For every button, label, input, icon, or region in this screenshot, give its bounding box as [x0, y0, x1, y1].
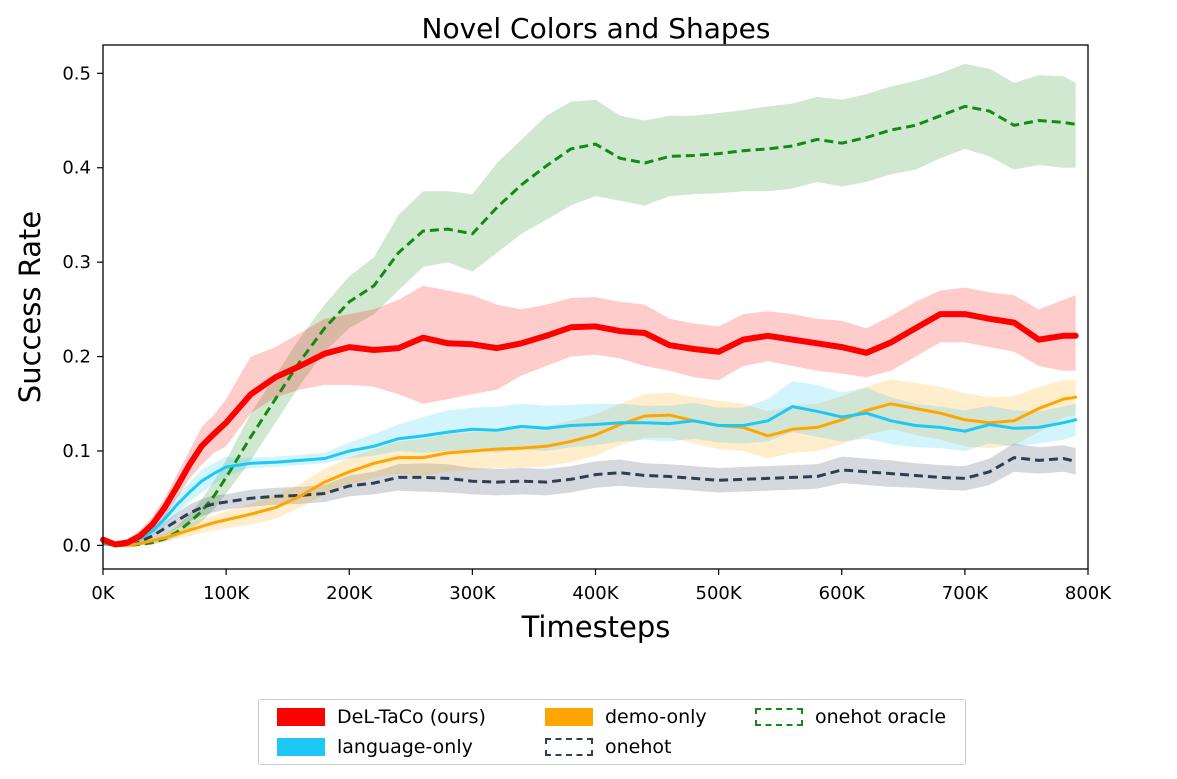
legend-label-onehot-oracle: onehot oracle	[815, 706, 947, 728]
x-tick-label: 700K	[942, 583, 989, 604]
chart-title: Novel Colors and Shapes	[422, 12, 771, 45]
x-tick-label: 300K	[449, 583, 496, 604]
y-tick-label: 0.4	[62, 158, 91, 179]
y-tick-label: 0.5	[62, 63, 91, 84]
series-line-del-taco-ours	[100, 311, 1079, 548]
x-axis-label: Timesteps	[521, 610, 671, 644]
y-tick-label: 0.2	[62, 347, 91, 368]
legend-swatch-language-only	[277, 738, 325, 756]
x-tick-label: 800K	[1065, 583, 1112, 604]
y-axis: 0.0 0.1 0.2 0.3 0.4 0.5	[62, 63, 103, 556]
series-line-onehot-oracle	[102, 104, 1076, 547]
legend-label-del-taco: DeL-TaCo (ours)	[337, 706, 486, 728]
series-lines	[100, 104, 1079, 548]
x-tick-label: 500K	[696, 583, 743, 604]
legend: DeL-TaCo (ours) language-only demo-only …	[258, 699, 966, 765]
x-axis: 0K 100K 200K 300K 400K 500K 600K 700K 800K	[91, 569, 1112, 604]
series-line-demo-only	[101, 395, 1078, 547]
x-tick-label: 600K	[819, 583, 866, 604]
x-tick-label: 400K	[572, 583, 619, 604]
y-tick-label: 0.0	[62, 535, 91, 556]
legend-swatch-onehot	[545, 738, 593, 756]
legend-label-onehot: onehot	[605, 736, 672, 758]
legend-item-onehot: onehot	[545, 734, 671, 760]
legend-label-language-only: language-only	[337, 736, 473, 758]
legend-item-demo-only: demo-only	[545, 704, 707, 730]
legend-swatch-onehot-oracle	[755, 708, 803, 726]
legend-item-language-only: language-only	[277, 734, 473, 760]
x-tick-label: 200K	[326, 583, 373, 604]
legend-swatch-del-taco	[277, 708, 325, 726]
x-tick-label: 0K	[91, 583, 115, 604]
legend-item-del-taco: DeL-TaCo (ours)	[277, 704, 486, 730]
band-demo-only	[103, 379, 1076, 546]
y-tick-label: 0.3	[62, 252, 91, 273]
legend-swatch-demo-only	[545, 708, 593, 726]
band-onehot-oracle	[103, 63, 1076, 546]
series-line-onehot	[102, 456, 1077, 547]
band-onehot	[103, 443, 1076, 546]
y-axis-label: Success Rate	[13, 211, 47, 403]
x-tick-label: 100K	[203, 583, 250, 604]
y-tick-label: 0.1	[62, 441, 91, 462]
legend-label-demo-only: demo-only	[605, 706, 707, 728]
series-line-language-only	[101, 405, 1078, 547]
legend-item-onehot-oracle: onehot oracle	[755, 704, 946, 730]
confidence-bands	[103, 63, 1076, 546]
